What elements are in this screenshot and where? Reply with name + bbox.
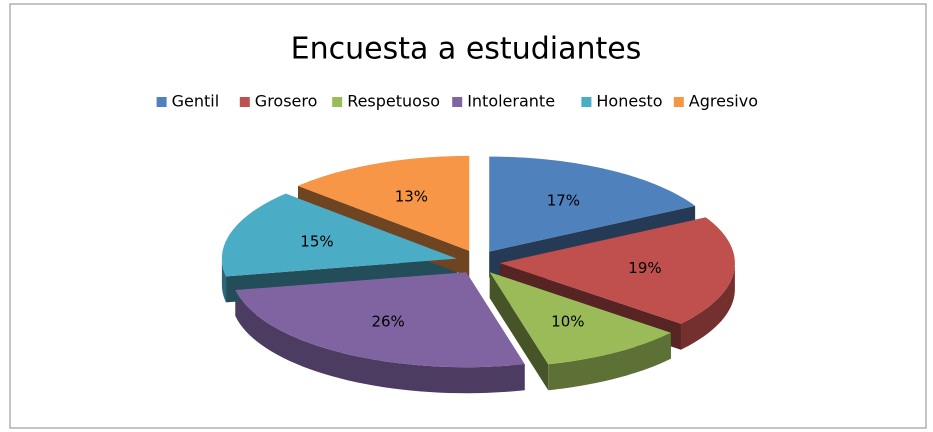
pie-tops: 17% 19% 10% 26% 15% 13% xyxy=(221,155,735,368)
legend-swatch xyxy=(581,97,592,107)
legend-swatch xyxy=(332,97,343,107)
legend-label: Agresivo xyxy=(689,92,758,111)
data-label: 15% xyxy=(300,233,333,251)
data-label: 26% xyxy=(371,312,404,330)
pie-slice xyxy=(489,156,696,252)
legend-label: Intolerante xyxy=(467,92,555,111)
legend-label: Grosero xyxy=(255,92,318,111)
pie-slice xyxy=(489,272,671,365)
chart-title: Encuesta a estudiantes xyxy=(291,32,642,67)
slice-wall xyxy=(548,332,671,391)
data-label: 19% xyxy=(628,259,661,277)
data-label: 10% xyxy=(551,312,584,330)
legend-label: Gentil xyxy=(172,92,220,111)
slice-wall xyxy=(221,258,227,303)
legend-swatch xyxy=(452,97,463,107)
slice-wall xyxy=(680,263,735,350)
legend-swatch xyxy=(673,97,684,107)
legend-swatch xyxy=(239,97,250,107)
legend: Gentil Grosero Respetuoso Intolerante Honest… xyxy=(156,92,758,111)
legend-swatch xyxy=(156,97,167,107)
legend-label: Respetuoso xyxy=(347,92,440,111)
pie-slice xyxy=(221,193,457,277)
slice-side xyxy=(489,272,549,391)
data-label: 17% xyxy=(547,191,580,209)
legend-label: Honesto xyxy=(596,92,662,111)
pie-slice xyxy=(499,217,735,324)
slice-wall xyxy=(235,290,525,394)
data-label: 13% xyxy=(395,187,428,205)
pie-slice xyxy=(297,155,470,251)
pie-slice xyxy=(235,272,525,368)
